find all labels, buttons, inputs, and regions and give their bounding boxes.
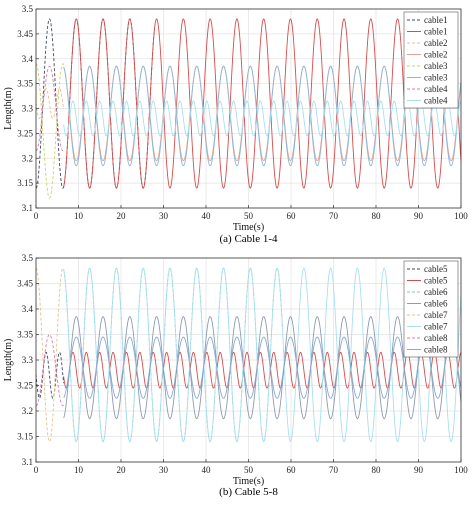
legend-entry: cable6 [424,299,448,309]
legend-entry: cable2 [424,38,447,48]
legend-box [403,260,459,358]
legend: cable1cable1cable2cable2cable3cable3cabl… [403,11,459,109]
series-line-cable2-solid [63,65,461,162]
y-axis-label: Length(m) [3,87,14,130]
y-tick-label: 3.2 [22,406,33,416]
y-tick-label: 3.5 [22,253,34,263]
series-line-cable7-dashed [36,267,65,443]
chart-panel-a: 0 10 20 30 40 50 60 70 80 90 100 3.1 3.15 3.2 3.25 3.3 3… [3,4,468,245]
legend-entry: cable7 [424,322,448,332]
series-line-cable4-dashed [36,65,65,152]
legend-box [403,11,459,109]
y-tick-label: 3.45 [17,279,33,289]
legend-entry: cable7 [424,310,448,320]
y-tick-label: 3.25 [17,381,33,391]
x-tick-label: 0 [34,465,39,475]
series-line-cable2-dashed [36,88,65,119]
x-tick-label: 70 [329,211,339,221]
x-tick-label: 0 [34,211,39,221]
x-tick-label: 100 [454,465,468,475]
legend-entry: cable2 [424,50,447,60]
x-tick-label: 10 [74,211,84,221]
legend-entry: cable8 [424,345,448,355]
x-tick-label: 100 [454,211,468,221]
x-tick-label: 20 [117,211,127,221]
figure-caption: (b) Cable 5-8 [219,486,278,498]
x-tick-label: 50 [244,465,254,475]
series-line-cable8-solid [63,336,461,399]
y-tick-label: 3.4 [22,54,34,64]
legend-entry: cable6 [424,287,448,297]
x-tick-label: 40 [202,465,212,475]
legend: cable5cable5cable6cable6cable7cable7cabl… [403,260,459,358]
series-group [36,267,461,443]
legend-entry: cable4 [424,84,448,94]
series-line-cable6-solid [63,316,461,420]
series-line-cable3-dashed [36,63,65,199]
series-line-cable3-solid [63,65,461,167]
x-tick-label: 50 [244,211,254,221]
legend-entry: cable3 [424,73,448,83]
y-tick-label: 3.25 [17,128,33,138]
legend-entry: cable4 [424,96,448,106]
y-tick-label: 3.2 [22,153,33,163]
y-tick-label: 3.15 [17,432,33,442]
y-tick-label: 3.5 [22,4,34,14]
legend-entry: cable3 [424,61,448,71]
y-tick-label: 3.35 [17,79,33,89]
x-tick-label: 40 [202,211,212,221]
series-line-cable1-solid [63,18,461,189]
legend-entry: cable5 [424,264,448,274]
series-line-cable8-dashed [36,334,64,407]
series-line-cable4-solid [63,100,461,137]
x-tick-label: 30 [159,211,169,221]
x-tick-label: 60 [287,465,297,475]
y-tick-label: 3.15 [17,178,33,188]
y-tick-label: 3.3 [22,355,34,365]
y-tick-label: 3.1 [22,457,33,467]
x-tick-label: 60 [287,211,297,221]
x-tick-label: 70 [329,465,339,475]
legend-entry: cable1 [424,27,447,37]
x-tick-label: 80 [372,211,382,221]
y-tick-label: 3.4 [22,304,34,314]
chart-panel-b: 0 10 20 30 40 50 60 70 80 90 100 3.1 3.15 3.2 3.25 3.3 3… [3,253,468,498]
x-axis-label: Time(s) [233,476,264,487]
series-line-cable5-solid [63,351,461,389]
x-tick-label: 20 [117,465,127,475]
y-tick-label: 3.45 [17,29,33,39]
legend-entry: cable5 [424,276,448,286]
x-tick-label: 90 [414,211,424,221]
series-group [36,18,461,199]
legend-entry: cable1 [424,15,447,25]
y-tick-label: 3.35 [17,330,33,340]
y-tick-label: 3.3 [22,104,34,114]
y-axis-label: Length(m) [3,339,14,382]
figure-caption: (a) Cable 1-4 [219,233,278,245]
x-tick-label: 90 [414,465,424,475]
x-axis-label: Time(s) [233,222,264,233]
x-tick-label: 30 [159,465,169,475]
y-tick-label: 3.1 [22,203,33,213]
x-tick-label: 80 [372,465,382,475]
series-line-cable7-solid [63,267,461,443]
legend-entry: cable8 [424,333,448,343]
x-tick-label: 10 [74,465,84,475]
